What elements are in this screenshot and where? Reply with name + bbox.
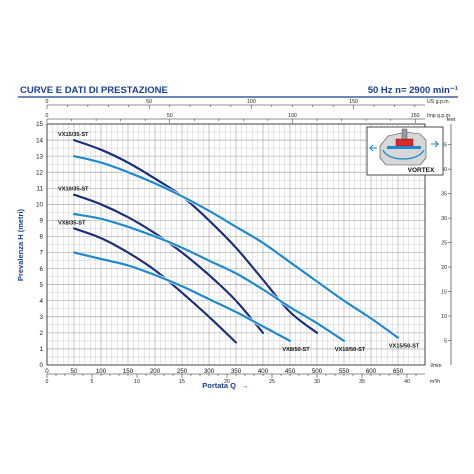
x-axis-ticks: 50 100 150 200 250 300 350 400 450 500 550 600 650 0	[45, 368, 403, 375]
y-tick-label: 1	[40, 346, 44, 353]
right-feet-axis: 5 10 15 20 25 30 35 40 45 feet	[441, 117, 456, 365]
y-tick-label: 12	[36, 169, 43, 176]
top-secondary-axes: 0 50 100 150 US g.p.m. 0 50 100 150 Imp g.p.m.	[46, 99, 452, 123]
bottom-m3h-axis: 0 5 10 15 20 25 30 35 40 m³/h	[46, 373, 440, 385]
y-tick-label: 0	[40, 362, 44, 369]
curves	[72, 138, 400, 345]
m3h-tick-label: 40	[404, 379, 410, 385]
x-tick-label: 500	[312, 368, 323, 375]
y-tick-label: 2	[40, 330, 44, 337]
x-unit-label: l/min	[431, 363, 442, 369]
right-tick-label: 20	[441, 265, 447, 271]
top-imp-gpm-unit-label: Imp g.p.m.	[427, 113, 452, 119]
x-axis-title: Portata Q	[202, 381, 236, 390]
label-vx8-50-st: VX8/50-ST	[282, 347, 310, 353]
top-us-gpm-tick-label: 150	[349, 99, 358, 105]
curve-vx10-50-st	[72, 212, 346, 342]
curve-vx8-50-st	[72, 251, 292, 342]
m3h-unit-label: m³/h	[430, 379, 440, 385]
curve-labels: VX15/35-ST VX10/35-ST VX8/35-ST VX15/50-ST V…	[58, 132, 420, 353]
right-tick-label: 35	[441, 192, 447, 198]
x-axis-arrow-icon: →	[241, 381, 249, 390]
m3h-tick-label: 15	[179, 379, 185, 385]
x-tick-label: 300	[204, 368, 215, 375]
y-tick-label: 4	[40, 298, 44, 305]
m3h-tick-label: 35	[359, 379, 365, 385]
y-tick-label: 3	[40, 314, 44, 321]
x-tick-label: 550	[339, 368, 350, 375]
plot-frame	[46, 123, 426, 366]
y-tick-label: 7	[40, 250, 44, 257]
top-imp-gpm-tick-label: 150	[411, 113, 420, 119]
label-vx15-35-st: VX15/35-ST	[58, 132, 89, 138]
right-tick-label: 45	[441, 143, 447, 149]
frequency-speed-spec: 50 Hz n= 2900 min⁻¹	[368, 85, 458, 96]
right-tick-label: 5	[444, 339, 447, 345]
y-tick-label: 9	[40, 218, 44, 225]
x-tick-label: 350	[231, 368, 242, 375]
label-vx8-35-st: VX8/35-ST	[58, 220, 86, 226]
chart-title: CURVE E DATI DI PRESTAZIONE	[20, 85, 168, 96]
vortex-label: VORTEX	[408, 167, 435, 174]
x-tick-label: 100	[96, 368, 107, 375]
label-vx15-50-st: VX15/50-ST	[389, 344, 420, 350]
y-tick-label: 8	[40, 234, 44, 241]
m3h-tick-label: 20	[224, 379, 230, 385]
top-imp-gpm-tick-label: 0	[46, 113, 49, 119]
right-tick-label: 10	[441, 314, 447, 320]
y-tick-label: 6	[40, 266, 44, 273]
x-tick-label: 150	[123, 368, 134, 375]
x-tick-label: 250	[177, 368, 188, 375]
y-tick-label: 14	[36, 137, 43, 144]
top-us-gpm-tick-label: 50	[146, 99, 152, 105]
label-vx10-50-st: VX10/50-ST	[335, 347, 366, 353]
top-imp-gpm-tick-label: 50	[167, 113, 173, 119]
right-tick-label: 15	[441, 290, 447, 296]
m3h-tick-label: 25	[269, 379, 275, 385]
right-tick-label: 30	[441, 216, 447, 222]
x-tick-label: 650	[393, 368, 404, 375]
right-tick-label: 40	[441, 167, 447, 173]
m3h-tick-label: 10	[134, 379, 140, 385]
top-us-gpm-unit-label: US g.p.m.	[427, 99, 450, 105]
vortex-pump-cross-section-icon	[368, 128, 440, 166]
m3h-tick-label: 5	[91, 379, 94, 385]
x-tick-label: 400	[258, 368, 269, 375]
curve-vx8-35-st	[72, 227, 238, 344]
curve-vx15-50-st	[72, 155, 400, 339]
top-us-gpm-tick-label: 100	[247, 99, 256, 105]
y-axis-title: Prevalenza H (metri)	[16, 208, 25, 281]
m3h-tick-label: 30	[314, 379, 320, 385]
top-imp-gpm-tick-label: 100	[288, 113, 297, 119]
right-tick-label: 25	[441, 241, 447, 247]
y-tick-label: 11	[37, 185, 44, 192]
label-vx10-35-st: VX10/35-ST	[58, 187, 89, 193]
m3h-tick-label: 0	[46, 379, 49, 385]
y-tick-label: 13	[36, 153, 43, 160]
x-tick-label: 0	[45, 368, 49, 375]
x-tick-label: 200	[150, 368, 161, 375]
vortex-inset: VORTEX	[366, 126, 444, 176]
x-tick-label: 50	[71, 368, 78, 375]
y-tick-label: 5	[40, 282, 44, 289]
right-unit-label: feet	[447, 117, 456, 123]
y-tick-label: 10	[36, 202, 43, 209]
top-us-gpm-tick-label: 0	[46, 99, 49, 105]
x-tick-label: 450	[285, 368, 296, 375]
y-tick-label: 15	[36, 121, 43, 128]
x-tick-label: 600	[366, 368, 377, 375]
